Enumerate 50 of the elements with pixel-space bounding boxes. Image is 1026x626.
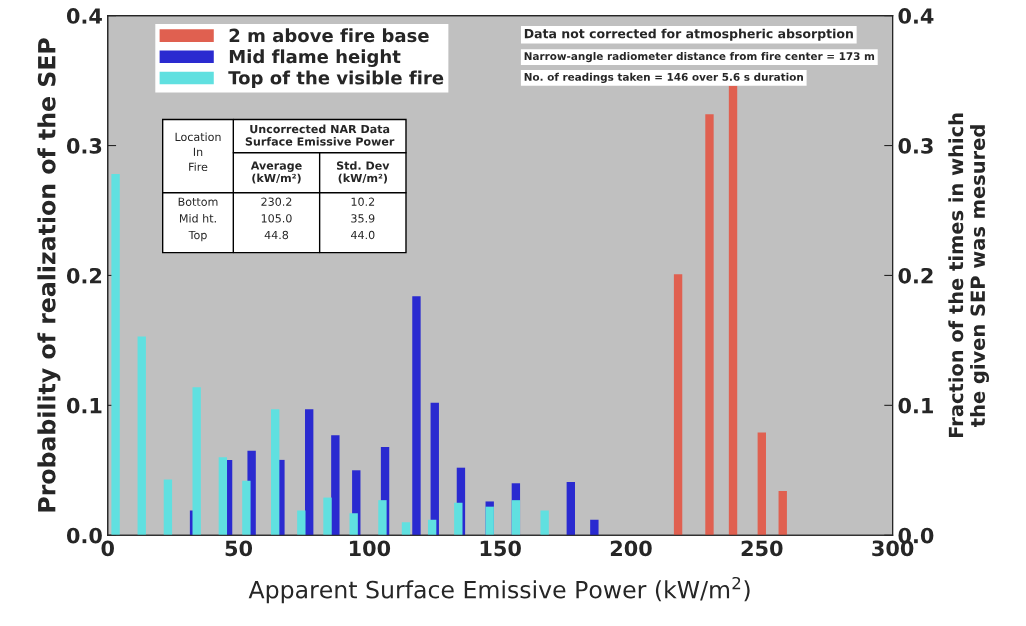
bar xyxy=(728,85,738,536)
bar xyxy=(705,114,714,536)
bar xyxy=(137,336,146,536)
bar xyxy=(412,296,421,536)
bar xyxy=(778,491,787,536)
x-tick-label: 0 xyxy=(101,540,114,557)
bar xyxy=(757,432,766,536)
bar xyxy=(218,457,228,536)
bar xyxy=(540,510,549,536)
legend-label: 2 m above fire base xyxy=(229,28,429,43)
bar xyxy=(511,500,521,536)
y-axis-title: Probability of realization of the SEP xyxy=(37,38,61,512)
bar xyxy=(590,519,599,536)
bar xyxy=(427,519,437,536)
y2-tick-label: 0.3 xyxy=(898,138,933,154)
bar xyxy=(673,274,683,536)
bar xyxy=(566,481,575,536)
annotation: No. of readings taken = 146 over 5.6 s duration xyxy=(524,72,803,83)
legend-label: Mid flame height xyxy=(229,49,401,67)
bar xyxy=(331,435,340,536)
x-tick-label: 50 xyxy=(225,540,253,557)
annotation: Data not corrected for atmospheric absorption xyxy=(524,28,853,41)
bar xyxy=(378,500,387,536)
bar xyxy=(349,513,358,536)
legend-label: Top of the visible fire xyxy=(228,70,444,89)
bar xyxy=(323,497,332,536)
y2-axis-title: Fraction of the times in which the given SEP was mesured xyxy=(948,113,990,438)
bar xyxy=(401,522,411,536)
y-tick-label: 0.2 xyxy=(66,267,102,284)
x-axis-title: Apparent Surface Emissive Power (kW/m$^{2}$) xyxy=(248,576,750,604)
y-tick-label: 0.4 xyxy=(66,8,102,24)
y2-tick-label: 0.1 xyxy=(898,397,933,414)
annotation: Narrow-angle radiometer distance from fire center = 173 m xyxy=(524,52,875,63)
x-tick-label: 150 xyxy=(480,540,521,557)
y-tick-label: 0.1 xyxy=(66,397,102,414)
bar xyxy=(454,502,463,536)
bar xyxy=(163,479,173,536)
x-tick-label: 200 xyxy=(610,540,652,557)
bar xyxy=(111,174,120,536)
y-tick-label: 0.3 xyxy=(66,138,102,154)
x-tick-label: 100 xyxy=(349,540,391,557)
bar xyxy=(297,510,306,536)
bar xyxy=(305,409,314,536)
bar xyxy=(270,409,280,536)
x-tick-label: 250 xyxy=(741,540,783,557)
bar xyxy=(242,480,251,536)
y-tick-label: 0.0 xyxy=(66,527,102,544)
bar xyxy=(192,387,201,536)
y2-tick-label: 0.4 xyxy=(898,8,934,24)
y2-tick-label: 0.2 xyxy=(898,267,933,284)
